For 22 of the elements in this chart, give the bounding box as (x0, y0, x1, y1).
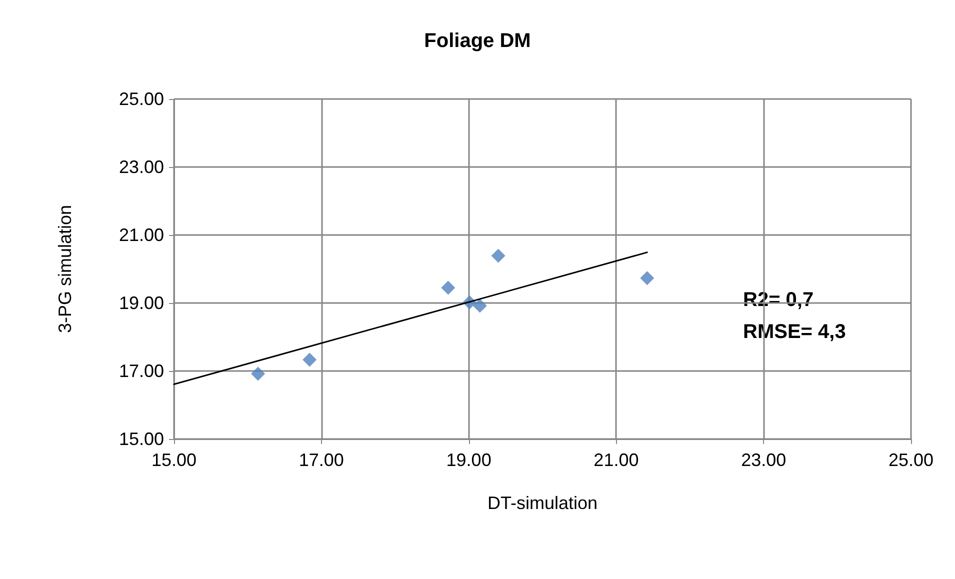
chart-title: Foliage DM (424, 30, 531, 52)
x-tick-label: 23.00 (741, 450, 786, 470)
x-tick-label: 17.00 (298, 450, 344, 470)
y-tick-label: 21.00 (118, 225, 164, 245)
x-tick-label: 19.00 (446, 450, 492, 470)
y-tick-label: 17.00 (118, 361, 164, 381)
annotation: RMSE= 4,3 (743, 321, 846, 343)
point (251, 366, 266, 381)
x-tick-label: 25.00 (888, 450, 934, 470)
y-tick-label: 19.00 (118, 293, 164, 313)
point (640, 271, 654, 286)
y-tick-label: 15.00 (118, 429, 164, 449)
point (472, 298, 487, 313)
point (302, 352, 317, 367)
x-axis-title: DT-simulation (487, 493, 598, 513)
x-tick-label: 15.00 (151, 450, 197, 470)
y-tick-label: 25.00 (118, 89, 164, 109)
point (441, 280, 456, 295)
point (491, 248, 506, 263)
x-tick-label: 21.00 (594, 450, 639, 470)
y-axis-title: 3-PG simulation (55, 204, 75, 334)
y-tick-label: 23.00 (118, 157, 164, 177)
